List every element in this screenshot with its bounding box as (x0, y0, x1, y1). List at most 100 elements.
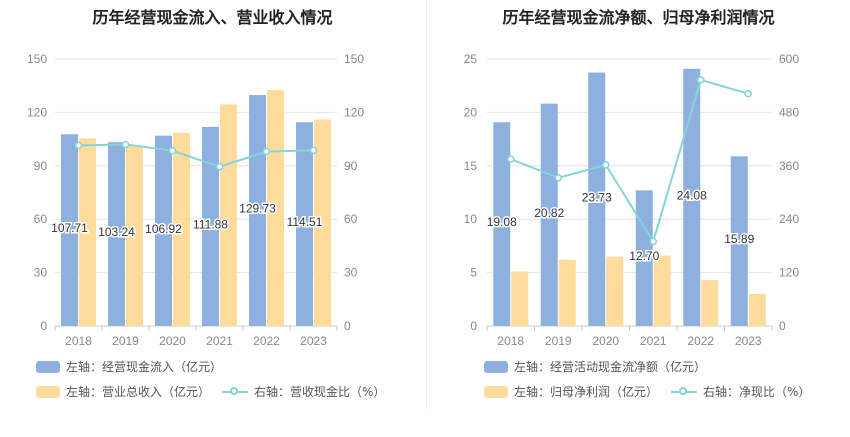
x-tick-label: 2018 (65, 334, 92, 348)
x-tick-label: 2019 (545, 334, 572, 348)
legend-item[interactable]: 左轴：归母净利润（亿元） (484, 383, 658, 400)
x-tick-label: 2018 (497, 334, 524, 348)
cash-inflow-revenue-chart: 历年经营现金流入、营业收入情况 0 30 60 90 120 150 0 30 60 90 120 1… (27, 8, 385, 400)
bar-primary (61, 134, 78, 326)
bar-secondary (173, 132, 190, 326)
x-tick-label: 2021 (640, 334, 667, 348)
y-left-tick-label: 120 (27, 105, 47, 119)
y-left-tick-label: 15 (464, 159, 478, 173)
legend-label: 左轴：归母净利润（亿元） (514, 385, 659, 399)
y-left-tick-label: 0 (40, 319, 47, 333)
legend-swatch-icon (484, 360, 508, 373)
bar-primary (108, 142, 125, 326)
bar-primary (588, 72, 606, 326)
y-left-tick-label: 60 (34, 212, 48, 226)
y-right-tick-label: 60 (344, 212, 358, 226)
legend-item[interactable]: 左轴：经营现金流入（亿元） (36, 358, 222, 375)
y-left-tick-label: 150 (27, 52, 47, 66)
y-right-tick-label: 360 (779, 159, 799, 173)
y-right-tick-label: 480 (779, 105, 799, 119)
bar-primary (540, 103, 558, 327)
data-label: 19.08 (487, 215, 517, 229)
y-right-tick-label: 0 (344, 319, 351, 333)
x-tick-label: 2022 (687, 334, 714, 348)
legend-line-swatch-icon (671, 386, 697, 398)
bar-secondary (314, 119, 331, 327)
bar-secondary (126, 146, 143, 326)
ratio-point (121, 140, 130, 149)
y-left-tick-label: 30 (34, 266, 48, 280)
bar-primary (730, 156, 748, 326)
x-tick-label: 2022 (253, 334, 280, 348)
data-label: 20.82 (534, 206, 564, 220)
legend-label: 左轴：经营活动现金流净额（亿元） (514, 360, 707, 374)
ratio-point (309, 146, 318, 155)
data-label: 24.08 (677, 188, 707, 202)
y-left-tick-label: 20 (464, 105, 478, 119)
y-right-tick-label: 0 (779, 319, 786, 333)
legend-item[interactable]: 左轴：营业总收入（亿元） (36, 383, 210, 400)
y-left-tick-label: 90 (34, 159, 48, 173)
y-right-tick-label: 240 (779, 212, 799, 226)
legend-label: 右轴：营收现金比（%） (254, 385, 386, 399)
data-label: 107.71 (51, 221, 88, 235)
x-tick-label: 2021 (206, 334, 233, 348)
legend-label: 右轴：净现比（%） (703, 385, 811, 399)
data-label: 111.88 (193, 217, 228, 231)
legend-item[interactable]: 右轴：营收现金比（%） (222, 383, 385, 400)
y-left-tick-label: 10 (464, 212, 478, 226)
net-cashflow-profit-chart: 历年经营现金流净额、归母净利润情况 0 5 10 15 20 25 0 120 240 360 48… (427, 0, 850, 437)
data-label: 114.51 (287, 215, 323, 229)
data-label: 103.24 (98, 225, 135, 239)
legend-line-swatch-icon (222, 386, 248, 398)
bar-secondary (79, 138, 96, 326)
data-label: 23.73 (582, 190, 612, 204)
legend-label: 左轴：经营现金流入（亿元） (66, 360, 223, 374)
data-label: 15.89 (724, 232, 754, 246)
ratio-point (262, 147, 271, 156)
data-label: 106.92 (145, 222, 182, 236)
x-tick-label: 2020 (592, 334, 619, 348)
bar-primary (493, 122, 511, 326)
bar-primary (635, 190, 653, 326)
y-left-tick-label: 0 (470, 319, 477, 333)
bar-secondary (606, 256, 624, 326)
ratio-point (168, 146, 177, 155)
ratio-point (507, 155, 515, 163)
chart-title: 历年经营现金流净额、归母净利润情况 (502, 8, 775, 27)
y-right-tick-label: 120 (779, 266, 799, 280)
chart-title: 历年经营现金流入、营业收入情况 (92, 8, 333, 27)
bar-secondary (267, 90, 284, 327)
ratio-point (744, 89, 752, 98)
y-right-tick-label: 90 (344, 159, 358, 173)
y-left-tick-label: 25 (464, 52, 478, 66)
ratio-point (602, 161, 610, 169)
chart-plot: 0 5 10 15 20 25 0 120 240 360 480 600 2018 2019 2020 20… (464, 52, 800, 348)
bar-secondary (558, 259, 576, 326)
bar-secondary (220, 104, 237, 326)
legend-item[interactable]: 左轴：经营活动现金流净额（亿元） (484, 358, 706, 375)
legend-swatch-icon (36, 360, 60, 373)
ratio-line (78, 143, 314, 168)
data-label: 12.70 (629, 249, 659, 263)
x-tick-label: 2020 (159, 334, 186, 348)
ratio-point (74, 141, 83, 150)
legend-label: 左轴：营业总收入（亿元） (66, 385, 211, 399)
panel-divider (426, 0, 427, 410)
ratio-point (215, 162, 224, 171)
ratio-point (649, 237, 657, 246)
bar-secondary (748, 293, 766, 326)
ratio-line (510, 78, 749, 244)
ratio-point (697, 76, 705, 84)
bar-secondary (653, 255, 671, 326)
data-label: 129.73 (239, 202, 276, 216)
y-right-tick-label: 150 (344, 52, 364, 66)
legend-swatch-icon (36, 385, 60, 398)
legend-item[interactable]: 右轴：净现比（%） (671, 383, 810, 400)
ratio-point (554, 174, 562, 182)
bar-primary (155, 135, 172, 326)
bar-secondary (511, 271, 529, 326)
y-right-tick-label: 120 (344, 105, 364, 119)
x-tick-label: 2019 (112, 334, 139, 348)
